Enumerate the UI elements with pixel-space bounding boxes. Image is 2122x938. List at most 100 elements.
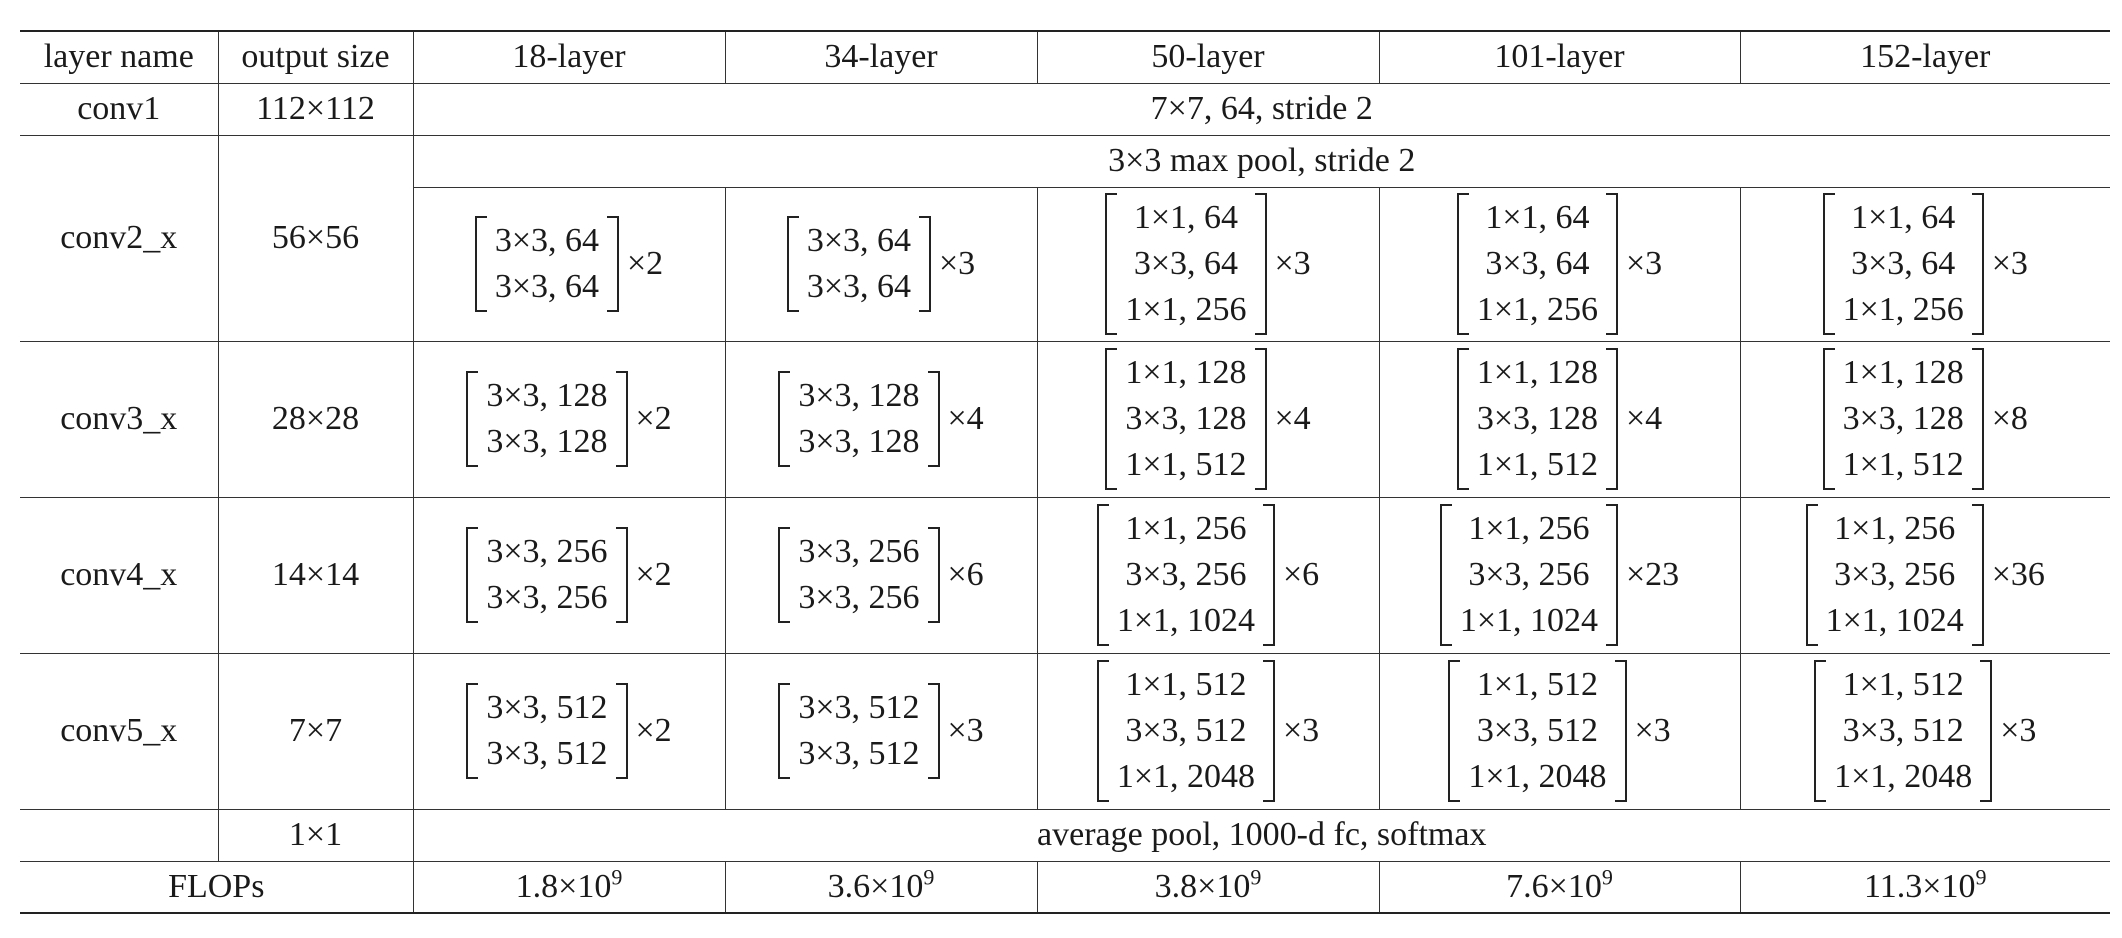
- residual-block: 1×1, 64 3×3, 64 1×1, 256 ×3: [1822, 193, 2028, 335]
- header-cell: 50-layer: [1036, 30, 1380, 84]
- block-layer-line: 3×3, 256: [1834, 556, 1956, 593]
- block-layer-line: 3×3, 128: [1476, 400, 1598, 437]
- conv4-row: conv4_x 14×14 3×3, 256 3×3, 256 ×2 3×3, 25…: [20, 496, 2110, 654]
- block-repeat-count: ×2: [635, 400, 672, 437]
- resnet-architecture-table-wrapper: layer name output size 18-layer 34-layer…: [20, 30, 2110, 914]
- block-repeat-count: ×2: [627, 245, 664, 282]
- flops-value-cell: 7.6×109: [1378, 860, 1741, 914]
- residual-block: 1×1, 128 3×3, 128 1×1, 512 ×8: [1822, 348, 2028, 490]
- block-repeat-count: ×3: [1626, 245, 1663, 282]
- block-layer-line: 1×1, 512: [1476, 666, 1598, 703]
- block-layer-line: 3×3, 256: [486, 579, 608, 616]
- block-bracket: 3×3, 256 3×3, 256: [778, 527, 940, 623]
- layer-name-cell: conv4_x: [20, 496, 219, 654]
- layer-name-cell: [20, 808, 219, 862]
- residual-block: 3×3, 256 3×3, 256 ×2: [466, 527, 672, 623]
- block-repeat-count: ×36: [1991, 556, 2045, 593]
- block-bracket: 3×3, 64 3×3, 64: [474, 216, 619, 312]
- block-layer-line: 1×1, 128: [1842, 354, 1964, 391]
- residual-block: 3×3, 128 3×3, 128 ×2: [466, 371, 672, 467]
- block-layer-line: 3×3, 64: [494, 268, 599, 305]
- block-layer-line: 1×1, 2048: [1468, 758, 1607, 795]
- header-cell: 152-layer: [1739, 30, 2110, 84]
- block-cell: 1×1, 128 3×3, 128 1×1, 512 ×4: [1378, 340, 1741, 498]
- block-layer-line: 1×1, 2048: [1116, 758, 1255, 795]
- block-repeat-count: ×23: [1626, 556, 1680, 593]
- block-bracket: 3×3, 512 3×3, 512: [778, 683, 940, 779]
- block-layer-line: 1×1, 64: [1851, 199, 1956, 236]
- block-bracket: 3×3, 512 3×3, 512: [466, 683, 628, 779]
- block-layer-line: 1×1, 128: [1476, 354, 1598, 391]
- residual-block: 3×3, 64 3×3, 64 ×2: [474, 216, 664, 312]
- block-layer-line: 1×1, 256: [1842, 291, 1964, 328]
- residual-block: 1×1, 128 3×3, 128 1×1, 512 ×4: [1105, 348, 1311, 490]
- block-layer-line: 1×1, 128: [1125, 354, 1247, 391]
- block-layer-line: 3×3, 128: [486, 377, 608, 414]
- block-layer-line: 1×1, 256: [1834, 510, 1956, 547]
- output-size-cell: 28×28: [217, 340, 414, 498]
- block-layer-line: 3×3, 64: [1485, 245, 1590, 282]
- conv1-row: conv1 112×112 7×7, 64, stride 2: [20, 82, 2110, 136]
- block-layer-line: 1×1, 1024: [1116, 602, 1255, 639]
- residual-block: 3×3, 64 3×3, 64 ×3: [786, 216, 976, 312]
- layer-name-cell: conv1: [20, 82, 219, 136]
- block-layer-line: 3×3, 256: [486, 533, 608, 570]
- block-layer-line: 1×1, 512: [1842, 446, 1964, 483]
- block-layer-line: 1×1, 1024: [1459, 602, 1598, 639]
- flops-mantissa: 11.3×10: [1864, 867, 1976, 905]
- flops-mantissa: 3.8×10: [1154, 867, 1251, 905]
- flops-value-cell: 1.8×109: [412, 860, 726, 914]
- residual-block: 1×1, 512 3×3, 512 1×1, 2048 ×3: [1448, 660, 1671, 802]
- flops-mantissa: 7.6×10: [1506, 867, 1602, 905]
- header-row: layer name output size 18-layer 34-layer…: [20, 30, 2110, 84]
- block-cell: 3×3, 512 3×3, 512 ×3: [724, 652, 1038, 810]
- block-cell: 1×1, 256 3×3, 256 1×1, 1024 ×36: [1739, 496, 2110, 654]
- block-cell: 3×3, 128 3×3, 128 ×4: [724, 340, 1038, 498]
- block-repeat-count: ×4: [1626, 400, 1663, 437]
- residual-block: 1×1, 256 3×3, 256 1×1, 1024 ×23: [1439, 504, 1680, 646]
- block-layer-line: 1×1, 512: [1476, 446, 1598, 483]
- block-repeat-count: ×2: [635, 712, 672, 749]
- block-bracket: 3×3, 128 3×3, 128: [466, 371, 628, 467]
- flops-mantissa: 1.8×10: [515, 867, 612, 905]
- block-bracket: 1×1, 512 3×3, 512 1×1, 2048: [1448, 660, 1627, 802]
- block-layer-line: 1×1, 64: [1133, 199, 1238, 236]
- block-layer-line: 3×3, 128: [1842, 400, 1964, 437]
- block-cell: 1×1, 512 3×3, 512 1×1, 2048 ×3: [1739, 652, 2110, 810]
- block-cell: 1×1, 64 3×3, 64 1×1, 256 ×3: [1378, 186, 1741, 342]
- residual-block: 1×1, 512 3×3, 512 1×1, 2048 ×3: [1096, 660, 1320, 802]
- block-bracket: 1×1, 128 3×3, 128 1×1, 512: [1105, 348, 1267, 490]
- block-bracket: 1×1, 512 3×3, 512 1×1, 2048: [1096, 660, 1275, 802]
- header-cell: output size: [217, 30, 414, 84]
- flops-mantissa: 3.6×10: [827, 867, 924, 905]
- conv5-row: conv5_x 7×7 3×3, 512 3×3, 512 ×2 3×3, 512 3…: [20, 652, 2110, 810]
- block-layer-line: 3×3, 512: [486, 689, 608, 726]
- block-repeat-count: ×3: [939, 245, 976, 282]
- block-layer-line: 3×3, 256: [1125, 556, 1247, 593]
- block-layer-line: 3×3, 128: [1125, 400, 1247, 437]
- block-layer-line: 3×3, 256: [1468, 556, 1590, 593]
- block-bracket: 1×1, 64 3×3, 64 1×1, 256: [1105, 193, 1267, 335]
- residual-block: 1×1, 64 3×3, 64 1×1, 256 ×3: [1105, 193, 1311, 335]
- flops-value-cell: 3.6×109: [724, 860, 1038, 914]
- block-repeat-count: ×3: [1283, 712, 1320, 749]
- residual-block: 3×3, 512 3×3, 512 ×2: [466, 683, 672, 779]
- block-repeat-count: ×2: [635, 556, 672, 593]
- block-repeat-count: ×3: [1274, 245, 1311, 282]
- residual-block: 1×1, 64 3×3, 64 1×1, 256 ×3: [1456, 193, 1663, 335]
- layer-name-cell: conv5_x: [20, 652, 219, 810]
- flops-exponent: 9: [1975, 864, 1987, 890]
- flops-value-cell: 11.3×109: [1739, 860, 2110, 914]
- block-cell: 3×3, 256 3×3, 256 ×2: [412, 496, 726, 654]
- block-bracket: 3×3, 128 3×3, 128: [778, 371, 940, 467]
- block-repeat-count: ×3: [947, 712, 984, 749]
- block-cell: 3×3, 64 3×3, 64 ×3: [724, 186, 1038, 342]
- block-cell: 1×1, 512 3×3, 512 1×1, 2048 ×3: [1378, 652, 1741, 810]
- block-bracket: 1×1, 64 3×3, 64 1×1, 256: [1456, 193, 1618, 335]
- block-layer-line: 3×3, 128: [798, 377, 920, 414]
- block-cell: 3×3, 128 3×3, 128 ×2: [412, 340, 726, 498]
- block-layer-line: 1×1, 256: [1468, 510, 1590, 547]
- block-layer-line: 3×3, 512: [1476, 712, 1598, 749]
- block-layer-line: 3×3, 512: [1125, 712, 1247, 749]
- block-layer-line: 3×3, 64: [806, 268, 911, 305]
